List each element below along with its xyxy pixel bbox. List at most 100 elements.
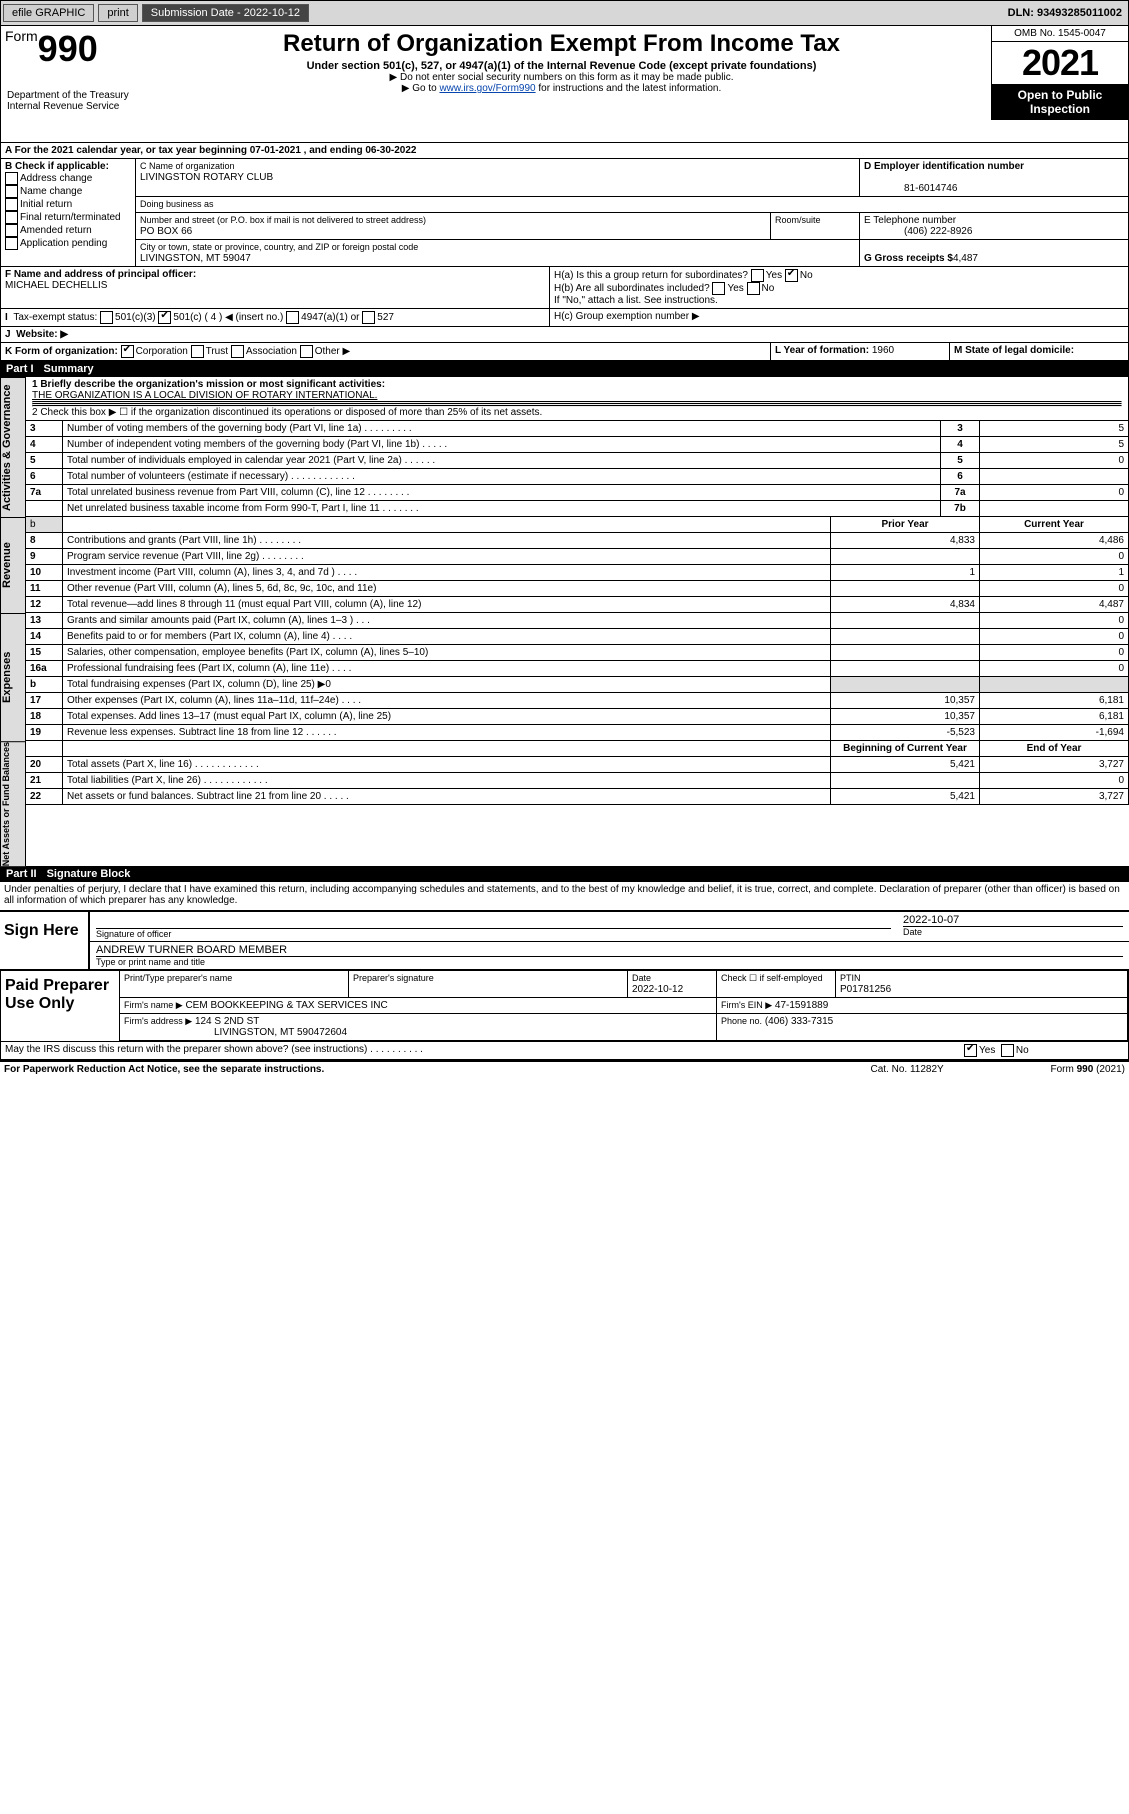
form-ref: Form 990 (2021) [1051,1064,1126,1075]
l2-text: 2 Check this box ▶ ☐ if the organization… [32,407,1122,418]
header-sub2: ▶ Do not enter social security numbers o… [139,72,984,83]
paperwork-notice: For Paperwork Reduction Act Notice, see … [4,1064,871,1075]
prep-name-label: Print/Type preparer's name [124,973,232,983]
box-d-label: D Employer identification number [864,161,1024,172]
period-row: A For the 2021 calendar year, or tax yea… [0,143,1129,159]
chk-assoc[interactable] [231,345,244,358]
opt-initial: Initial return [20,199,72,210]
part2-title: Signature Block [47,868,131,880]
addr-value: PO BOX 66 [140,226,192,237]
omb-number: OMB No. 1545-0047 [992,26,1128,42]
chk-corp[interactable] [121,345,134,358]
chk-pending[interactable] [5,237,18,250]
chk-527[interactable] [362,311,375,324]
part1-bar: Part I Summary [0,361,1129,377]
side-net: Net Assets or Fund Balances [0,741,26,866]
hb-yes-lbl: Yes [727,283,743,294]
chk-initial[interactable] [5,198,18,211]
opt-trust: Trust [206,346,228,357]
paid-title: Paid Preparer Use Only [1,971,119,1041]
instructions-link[interactable]: www.irs.gov/Form990 [439,83,535,94]
chk-amended[interactable] [5,224,18,237]
discuss-no-lbl: No [1016,1045,1029,1056]
hb-label: H(b) Are all subordinates included? [554,283,710,294]
part1-num: Part I [6,363,34,375]
col-end: End of Year [980,741,1129,757]
dept-label: Department of the Treasury Internal Reve… [5,88,135,114]
chk-other[interactable] [300,345,313,358]
firm-label: Firm's name ▶ [124,1000,183,1010]
firm-phone-label: Phone no. [721,1016,762,1026]
efile-button[interactable]: efile GRAPHIC [3,4,94,22]
date-label: Date [903,926,1123,937]
side-exp: Expenses [0,613,26,741]
chk-name[interactable] [5,185,18,198]
expenses-table: 13Grants and similar amounts paid (Part … [26,613,1129,741]
period-label-a: A For the 2021 calendar year, or tax yea… [5,145,250,156]
box-j-label: Website: ▶ [16,329,68,340]
discuss-row: May the IRS discuss this return with the… [0,1042,1129,1060]
gross-value: 4,487 [953,253,978,264]
opt-4947: 4947(a)(1) or [301,312,359,323]
top-toolbar: efile GRAPHIC print Submission Date - 20… [0,0,1129,26]
firm-addr-label: Firm's address ▶ [124,1016,192,1026]
opt-name: Name change [20,186,82,197]
sign-date: 2022-10-07 [903,914,1123,926]
part1-title: Summary [44,363,94,375]
box-l-label: L Year of formation: [775,345,869,356]
box-m-label: M State of legal domicile: [954,345,1074,356]
phone-label: E Telephone number [864,215,956,226]
hc-label: H(c) Group exemption number ▶ [554,311,700,322]
footer-row: For Paperwork Reduction Act Notice, see … [0,1060,1129,1077]
netassets-table: Beginning of Current YearEnd of Year 20T… [26,741,1129,805]
open-inspection: Open to Public Inspection [992,84,1128,120]
ha-no[interactable] [785,269,798,282]
chk-final[interactable] [5,211,18,224]
room-label: Room/suite [775,215,821,225]
hb-yes[interactable] [712,282,725,295]
firm-name: CEM BOOKKEEPING & TAX SERVICES INC [185,1000,387,1011]
discuss-no[interactable] [1001,1044,1014,1057]
print-button[interactable]: print [98,4,137,22]
ha-yes[interactable] [751,269,764,282]
name-label: Type or print name and title [96,956,1123,967]
chk-address[interactable] [5,172,18,185]
sig-label: Signature of officer [96,928,891,939]
part2-bar: Part IISignature Block [0,866,1129,882]
col-beg: Beginning of Current Year [831,741,980,757]
box-k-label: K Form of organization: [5,346,118,357]
box-c-label: C Name of organization [140,161,235,171]
ha-no-lbl: No [800,270,813,281]
opt-amended: Amended return [20,225,92,236]
city-label: City or town, state or province, country… [140,242,418,252]
form-number-block: Form990 Department of the Treasury Inter… [5,28,135,114]
discuss-yes-lbl: Yes [979,1045,995,1056]
form-number: 990 [38,28,98,69]
ha-label: H(a) Is this a group return for subordin… [554,270,748,281]
governance-table: 3Number of voting members of the governi… [26,421,1129,517]
sub3-pre: ▶ Go to [402,83,440,94]
cat-no: Cat. No. 11282Y [871,1064,1051,1075]
chk-trust[interactable] [191,345,204,358]
signer-name: ANDREW TURNER BOARD MEMBER [96,944,1123,956]
opt-527: 527 [377,312,394,323]
prep-sig-label: Preparer's signature [353,973,434,983]
chk-501c3[interactable] [100,311,113,324]
submission-date-button[interactable]: Submission Date - 2022-10-12 [142,4,309,22]
opt-501c: 501(c) ( 4 ) ◀ (insert no.) [173,312,283,323]
discuss-yes[interactable] [964,1044,977,1057]
ptin-label: PTIN [840,973,861,983]
ein-value: 81-6014746 [904,183,957,194]
form-word: Form [5,28,38,44]
opt-corp: Corporation [136,346,188,357]
ptin-value: P01781256 [840,984,891,995]
chk-501c[interactable] [158,311,171,324]
form-ref-year: 2021 [1099,1064,1121,1075]
opt-pending: Application pending [20,238,107,249]
prep-date: 2022-10-12 [632,984,683,995]
chk-4947[interactable] [286,311,299,324]
hb-no[interactable] [747,282,760,295]
tax-year: 2021 [992,42,1128,84]
ha-yes-lbl: Yes [766,270,782,281]
mission-block: 1 Briefly describe the organization's mi… [26,377,1129,421]
